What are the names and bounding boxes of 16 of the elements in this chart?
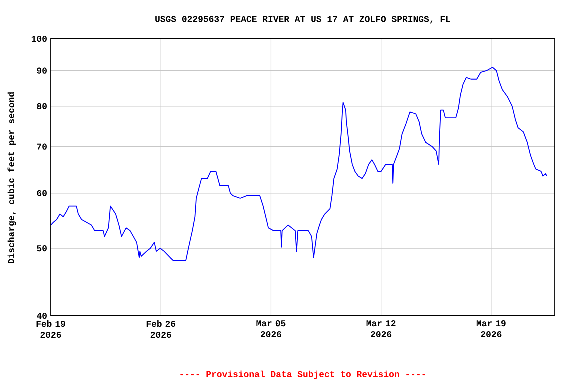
- x-tick-label: Feb 26 2026: [146, 320, 176, 338]
- y-tick-label: 70: [37, 144, 47, 150]
- x-tick-label: Mar 05 2026: [256, 320, 286, 338]
- y-tick-label: 90: [37, 68, 47, 74]
- y-tick-label: 60: [37, 190, 47, 196]
- line-series: [51, 67, 548, 262]
- chart-title: USGS 02295637 PEACE RIVER AT US 17 AT ZOLFO SPRINGS, FL: [156, 16, 450, 24]
- y-axis-title: Discharge, cubic feet per second: [8, 92, 16, 264]
- text: ---- Provisional Data Subject to Revision ----: [180, 370, 426, 380]
- y-tick-label: 40: [37, 312, 47, 320]
- x-tick-label: Mar 12 2026: [366, 320, 396, 338]
- y-tick-label: 80: [37, 103, 47, 110]
- y-tick-label: 100: [32, 36, 47, 42]
- x-tick-label: Mar 19 2026: [476, 320, 506, 338]
- y-tick-label: 50: [37, 245, 47, 252]
- x-tick-label: Feb 19 2026: [36, 320, 66, 338]
